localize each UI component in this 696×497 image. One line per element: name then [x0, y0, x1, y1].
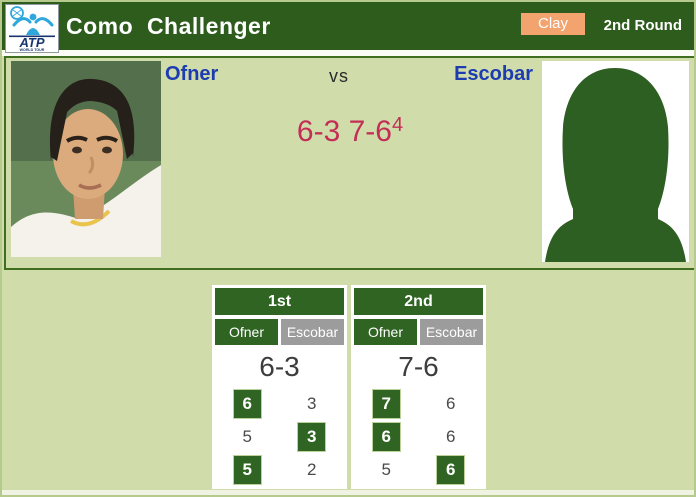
match-score: 6-3 7-64	[6, 114, 694, 149]
sets-table: 1st Ofner Escobar 6-3 6 3 5 3 5 2 2nd	[212, 285, 486, 489]
set2-row1-p2-value: 6	[446, 393, 456, 413]
bottom-strip	[2, 490, 694, 495]
set1-row3-p2-value: 2	[307, 459, 317, 479]
set2-subheaders: Ofner Escobar	[354, 319, 483, 345]
set2-score: 7-6	[398, 351, 439, 382]
header-bar: Como Challenger Clay 2nd Round	[2, 2, 694, 50]
set2-player2-header: Escobar	[420, 319, 483, 345]
set1-stat-row-1: 6 3	[215, 387, 344, 420]
atp-player-icon: ATP WORLD TOUR	[9, 6, 55, 52]
player1-photo	[11, 61, 161, 257]
set1-subheaders: Ofner Escobar	[215, 319, 344, 345]
surface-badge: Clay	[521, 13, 585, 35]
atp-logo-text: ATP	[18, 35, 44, 50]
atp-logo: ATP WORLD TOUR	[5, 4, 59, 53]
set1-row1-p2-value: 3	[307, 393, 317, 413]
set2-stat-row-2: 6 6	[354, 420, 483, 453]
player1-portrait	[11, 61, 161, 257]
set1-score: 6-3	[259, 351, 300, 382]
match-card: Ofner vs Escobar 6-3 7-64	[4, 56, 694, 270]
set1-column: 1st Ofner Escobar 6-3 6 3 5 3 5 2	[212, 285, 347, 489]
header-divider	[2, 50, 694, 56]
player1-name: Ofner	[165, 63, 219, 85]
set1-row2-p1-value: 5	[242, 426, 252, 446]
set1-stat-row-2: 5 3	[215, 420, 344, 453]
set2-row2-p2-value: 6	[446, 426, 456, 446]
set1-row2-p2-value: 3	[297, 421, 327, 452]
set1-row1-p1-value: 6	[232, 388, 262, 419]
score-main: 6-3 7-6	[296, 115, 392, 148]
score-tiebreak: 4	[391, 114, 404, 136]
player2-silhouette-icon	[542, 61, 689, 262]
set1-header: 1st	[215, 288, 344, 315]
set1-stat-row-3: 5 2	[215, 453, 344, 486]
set2-player1-header: Ofner	[354, 319, 417, 345]
set2-row2-p1-value: 6	[371, 421, 401, 452]
tournament-title: Como Challenger	[66, 13, 271, 39]
set2-column: 2nd Ofner Escobar 7-6 7 6 6 6 5 6	[351, 285, 486, 489]
vs-label: vs	[329, 66, 349, 86]
set2-stat-row-3: 5 6	[354, 453, 483, 486]
player2-photo	[542, 61, 689, 262]
set1-player1-header: Ofner	[215, 319, 278, 345]
set2-row3-p2-value: 6	[436, 454, 466, 485]
set2-stat-row-1: 7 6	[354, 387, 483, 420]
set1-row3-p1-value: 5	[232, 454, 262, 485]
player2-name: Escobar	[454, 63, 533, 85]
set2-header: 2nd	[354, 288, 483, 315]
set2-row3-p1-value: 5	[381, 459, 391, 479]
set1-player2-header: Escobar	[281, 319, 344, 345]
atp-world-tour-text: WORLD TOUR	[20, 48, 45, 52]
set2-row1-p1-value: 7	[371, 388, 401, 419]
round-label: 2nd Round	[603, 17, 682, 34]
